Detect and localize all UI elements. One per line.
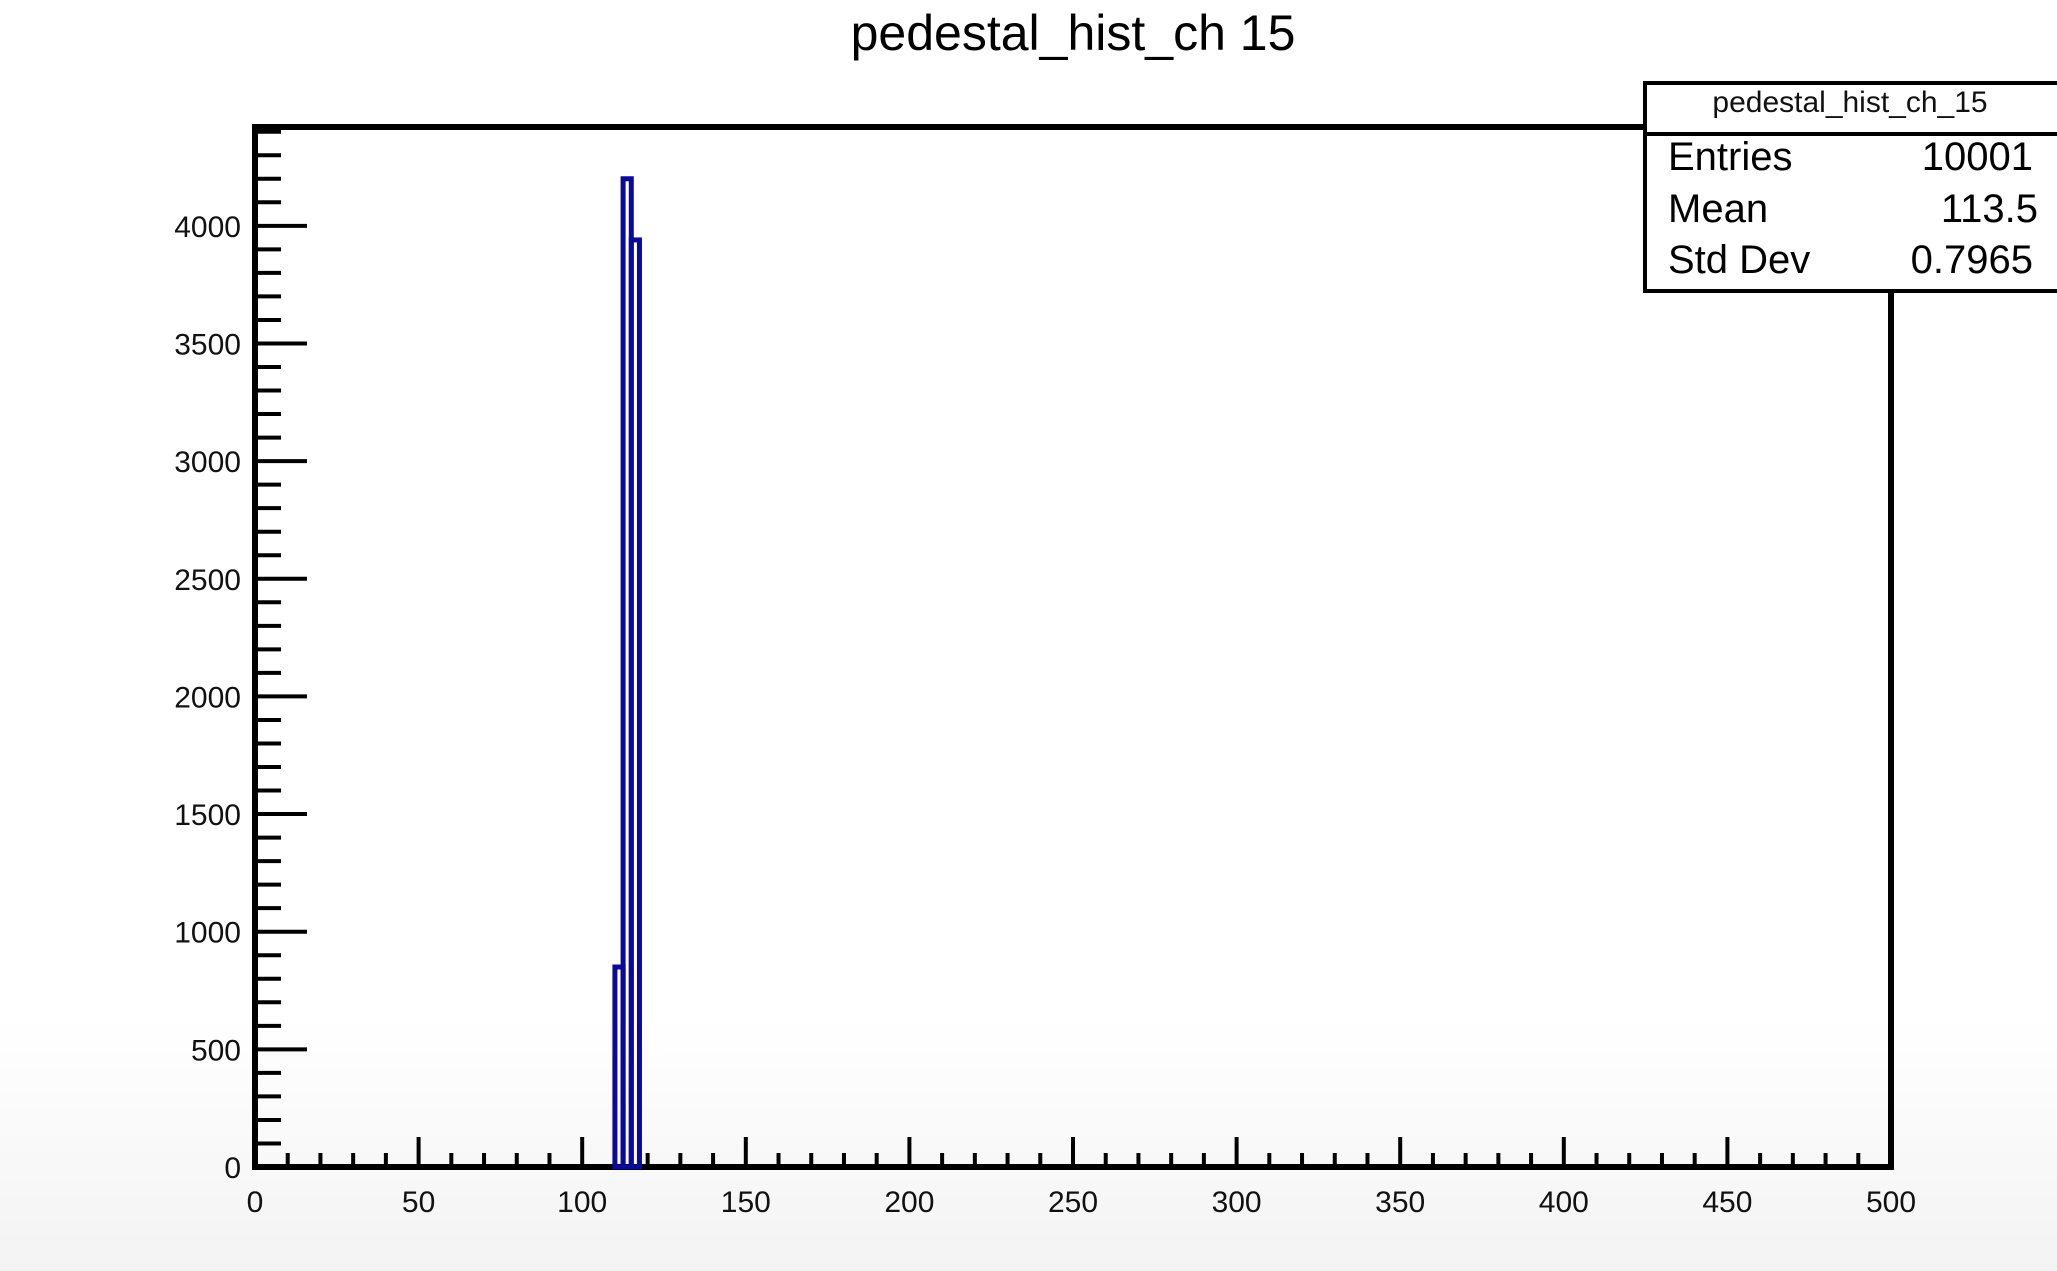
x-tick-label: 50 [402,1186,435,1219]
y-tick-label: 4000 [174,211,241,244]
y-tick-label: 500 [191,1034,241,1067]
y-tick-label: 1000 [174,917,241,950]
x-tick-label: 350 [1375,1186,1425,1219]
y-tick-label: 0 [224,1152,241,1185]
x-tick-label: 150 [721,1186,771,1219]
x-tick-label: 300 [1212,1186,1262,1219]
x-tick-label: 400 [1539,1186,1589,1219]
x-tick-label: 500 [1866,1186,1916,1219]
stats-stddev-label: Std Dev [1668,238,1810,282]
stats-box-name: pedestal_hist_ch_15 [1712,86,1987,119]
stats-entries-label: Entries [1668,135,1793,179]
y-tick-label: 3000 [174,446,241,479]
x-tick-label: 100 [557,1186,607,1219]
axis-tick-labels: 0 50 100 150 200 250 300 350 400 450 500 0 500 1000 15… [174,211,1916,1219]
stats-box-frame [1643,81,2057,293]
stats-entries-value: 10001 [1922,135,2033,179]
stats-mean-value: 113.5 [1941,187,2038,231]
y-tick-label: 3500 [174,328,241,361]
x-tick-label: 250 [1048,1186,1098,1219]
y-tick-label: 2000 [174,681,241,714]
x-tick-label: 450 [1702,1186,1752,1219]
x-tick-label: 0 [247,1186,264,1219]
y-tick-label: 1500 [174,799,241,832]
x-tick-label: 200 [884,1186,934,1219]
chart-title: pedestal_hist_ch 15 [851,5,1296,61]
stats-box: pedestal_hist_ch_15 Entries 10001 Mean 1… [1643,81,2057,293]
histogram-bins [612,176,642,1170]
stats-stddev-value: 0.7965 [1911,238,2033,282]
histogram-bin [628,237,642,1170]
y-tick-label: 2500 [174,564,241,597]
stats-mean-label: Mean [1668,187,1768,231]
